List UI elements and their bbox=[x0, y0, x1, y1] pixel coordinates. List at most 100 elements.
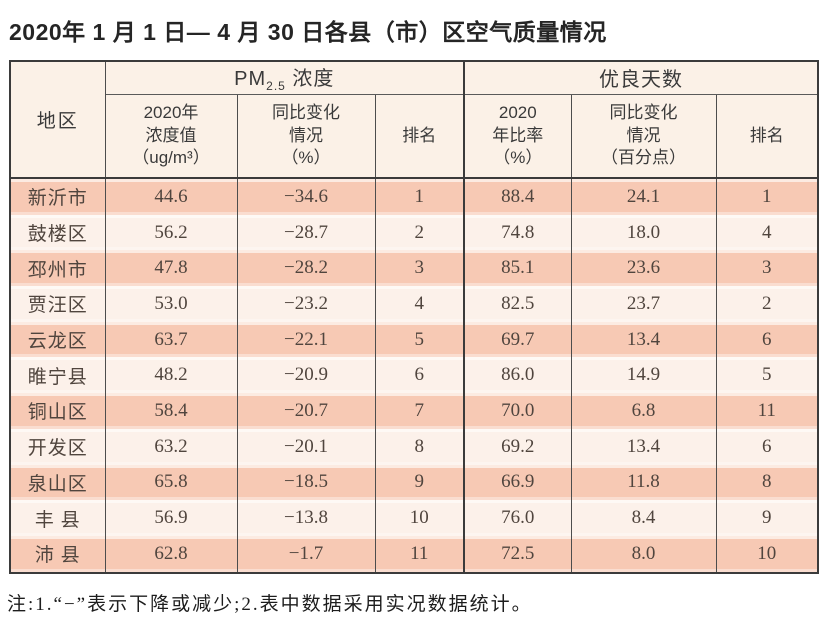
table-body: 新沂市 44.6 −34.6 1 88.4 24.1 1 鼓楼区 56.2 −28.7 2 74.8 1… bbox=[10, 178, 819, 573]
cell-pm-change: −13.8 bbox=[236, 500, 375, 536]
cell-pm-value: 65.8 bbox=[104, 464, 237, 501]
cell-pm-change: −18.5 bbox=[236, 464, 375, 501]
cell-pm-value: 62.8 bbox=[104, 535, 237, 573]
cell-days-rank: 6 bbox=[715, 321, 819, 358]
cell-days-ratio: 74.8 bbox=[463, 214, 572, 251]
cell-pm-change: −20.9 bbox=[236, 357, 375, 394]
table-row: 沛 县 62.8 −1.7 11 72.5 8.0 10 bbox=[10, 535, 819, 573]
cell-days-ratio: 66.9 bbox=[463, 464, 572, 501]
cell-pm-value: 44.6 bbox=[104, 178, 237, 215]
cell-pm-value: 53.0 bbox=[104, 286, 237, 322]
cell-region: 泉山区 bbox=[10, 464, 105, 501]
cell-pm-value: 56.9 bbox=[104, 500, 237, 536]
cell-days-change: 23.6 bbox=[570, 250, 717, 287]
page-title: 2020年 1 月 1 日— 4 月 30 日各县（市）区空气质量情况 bbox=[9, 19, 607, 45]
pm25-label-subscript: 2.5 bbox=[266, 79, 286, 94]
cell-pm-change: −20.7 bbox=[236, 393, 375, 429]
cell-pm-rank: 1 bbox=[374, 178, 465, 215]
cell-days-change: 13.4 bbox=[570, 428, 717, 465]
header-sub-row: 2020年 浓度值 （ug/m³） 同比变化 情况 （%） 排名 2020 年比… bbox=[10, 94, 819, 179]
cell-region: 新沂市 bbox=[10, 178, 105, 215]
cell-days-rank: 2 bbox=[715, 286, 819, 322]
table-row: 云龙区 63.7 −22.1 5 69.7 13.4 6 bbox=[10, 321, 819, 358]
cell-region: 贾汪区 bbox=[10, 286, 105, 322]
cell-days-change: 24.1 bbox=[570, 178, 717, 215]
cell-pm-rank: 9 bbox=[374, 464, 465, 501]
cell-pm-change: −1.7 bbox=[236, 535, 375, 573]
cell-pm-rank: 4 bbox=[374, 286, 465, 322]
cell-days-change: 18.0 bbox=[570, 214, 717, 251]
cell-pm-change: −34.6 bbox=[236, 178, 375, 215]
cell-pm-rank: 7 bbox=[374, 393, 465, 429]
cell-days-change: 23.7 bbox=[570, 286, 717, 322]
header-pm25-group: PM2.5 浓度 bbox=[105, 61, 465, 95]
cell-days-rank: 5 bbox=[715, 357, 819, 394]
table-row: 丰 县 56.9 −13.8 10 76.0 8.4 9 bbox=[10, 500, 819, 536]
cell-days-ratio: 85.1 bbox=[463, 250, 572, 287]
header-pm-change: 同比变化 情况 （%） bbox=[236, 94, 375, 179]
cell-pm-value: 48.2 bbox=[104, 357, 237, 394]
header-region: 地区 bbox=[10, 61, 106, 179]
cell-days-change: 14.9 bbox=[570, 357, 717, 394]
table-row: 铜山区 58.4 −20.7 7 70.0 6.8 11 bbox=[10, 393, 819, 429]
cell-days-rank: 6 bbox=[715, 428, 819, 465]
cell-pm-value: 63.7 bbox=[104, 321, 237, 358]
cell-pm-change: −28.2 bbox=[236, 250, 375, 287]
header-pm-value: 2020年 浓度值 （ug/m³） bbox=[105, 94, 237, 179]
table-row: 邳州市 47.8 −28.2 3 85.1 23.6 3 bbox=[10, 250, 819, 287]
cell-pm-rank: 3 bbox=[374, 250, 465, 287]
cell-region: 邳州市 bbox=[10, 250, 105, 287]
cell-pm-rank: 6 bbox=[374, 357, 465, 394]
cell-region: 铜山区 bbox=[10, 393, 105, 429]
cell-pm-change: −22.1 bbox=[236, 321, 375, 358]
cell-days-change: 8.4 bbox=[570, 500, 717, 536]
cell-days-ratio: 76.0 bbox=[463, 500, 572, 536]
cell-days-change: 8.0 bbox=[570, 535, 717, 573]
cell-days-rank: 1 bbox=[715, 178, 819, 215]
table-row: 泉山区 65.8 −18.5 9 66.9 11.8 8 bbox=[10, 464, 819, 501]
cell-days-ratio: 70.0 bbox=[463, 393, 572, 429]
cell-pm-value: 47.8 bbox=[104, 250, 237, 287]
cell-days-ratio: 72.5 bbox=[463, 535, 572, 573]
header-pm-rank: 排名 bbox=[374, 94, 465, 179]
cell-pm-rank: 11 bbox=[374, 535, 465, 573]
cell-region: 沛 县 bbox=[10, 535, 105, 573]
header-days-rank: 排名 bbox=[715, 94, 819, 179]
cell-pm-value: 58.4 bbox=[104, 393, 237, 429]
cell-days-ratio: 86.0 bbox=[463, 357, 572, 394]
table-row: 贾汪区 53.0 −23.2 4 82.5 23.7 2 bbox=[10, 286, 819, 322]
cell-region: 睢宁县 bbox=[10, 357, 105, 394]
cell-days-rank: 11 bbox=[715, 393, 819, 429]
cell-days-change: 11.8 bbox=[570, 464, 717, 501]
table-row: 新沂市 44.6 −34.6 1 88.4 24.1 1 bbox=[10, 178, 819, 215]
cell-days-change: 13.4 bbox=[570, 321, 717, 358]
pm25-label-suffix: 浓度 bbox=[285, 68, 335, 91]
cell-pm-change: −20.1 bbox=[236, 428, 375, 465]
cell-pm-rank: 10 bbox=[374, 500, 465, 536]
cell-days-rank: 9 bbox=[715, 500, 819, 536]
header-days-change: 同比变化 情况 （百分点） bbox=[570, 94, 717, 179]
cell-pm-change: −23.2 bbox=[236, 286, 375, 322]
pm25-label-prefix: PM bbox=[234, 68, 267, 91]
table-header: 地区 PM2.5 浓度 优良天数 2020年 浓度值 （ug/m³） 同比变化 … bbox=[10, 61, 819, 179]
cell-region: 云龙区 bbox=[10, 321, 105, 358]
air-quality-table: 地区 PM2.5 浓度 优良天数 2020年 浓度值 （ug/m³） 同比变化 … bbox=[9, 60, 820, 574]
cell-pm-change: −28.7 bbox=[236, 214, 375, 251]
header-days-group: 优良天数 bbox=[463, 61, 819, 95]
cell-days-ratio: 88.4 bbox=[463, 178, 572, 215]
table-row: 睢宁县 48.2 −20.9 6 86.0 14.9 5 bbox=[10, 357, 819, 394]
cell-region: 鼓楼区 bbox=[10, 214, 105, 251]
cell-days-rank: 8 bbox=[715, 464, 819, 501]
cell-pm-rank: 2 bbox=[374, 214, 465, 251]
header-group-row: 地区 PM2.5 浓度 优良天数 bbox=[10, 61, 819, 179]
cell-days-rank: 10 bbox=[715, 535, 819, 573]
cell-days-rank: 3 bbox=[715, 250, 819, 287]
cell-pm-rank: 8 bbox=[374, 428, 465, 465]
header-days-ratio: 2020 年比率 （%） bbox=[463, 94, 572, 179]
table-row: 鼓楼区 56.2 −28.7 2 74.8 18.0 4 bbox=[10, 214, 819, 251]
cell-days-ratio: 82.5 bbox=[463, 286, 572, 322]
cell-days-ratio: 69.7 bbox=[463, 321, 572, 358]
cell-region: 丰 县 bbox=[10, 500, 105, 536]
cell-pm-value: 56.2 bbox=[104, 214, 237, 251]
